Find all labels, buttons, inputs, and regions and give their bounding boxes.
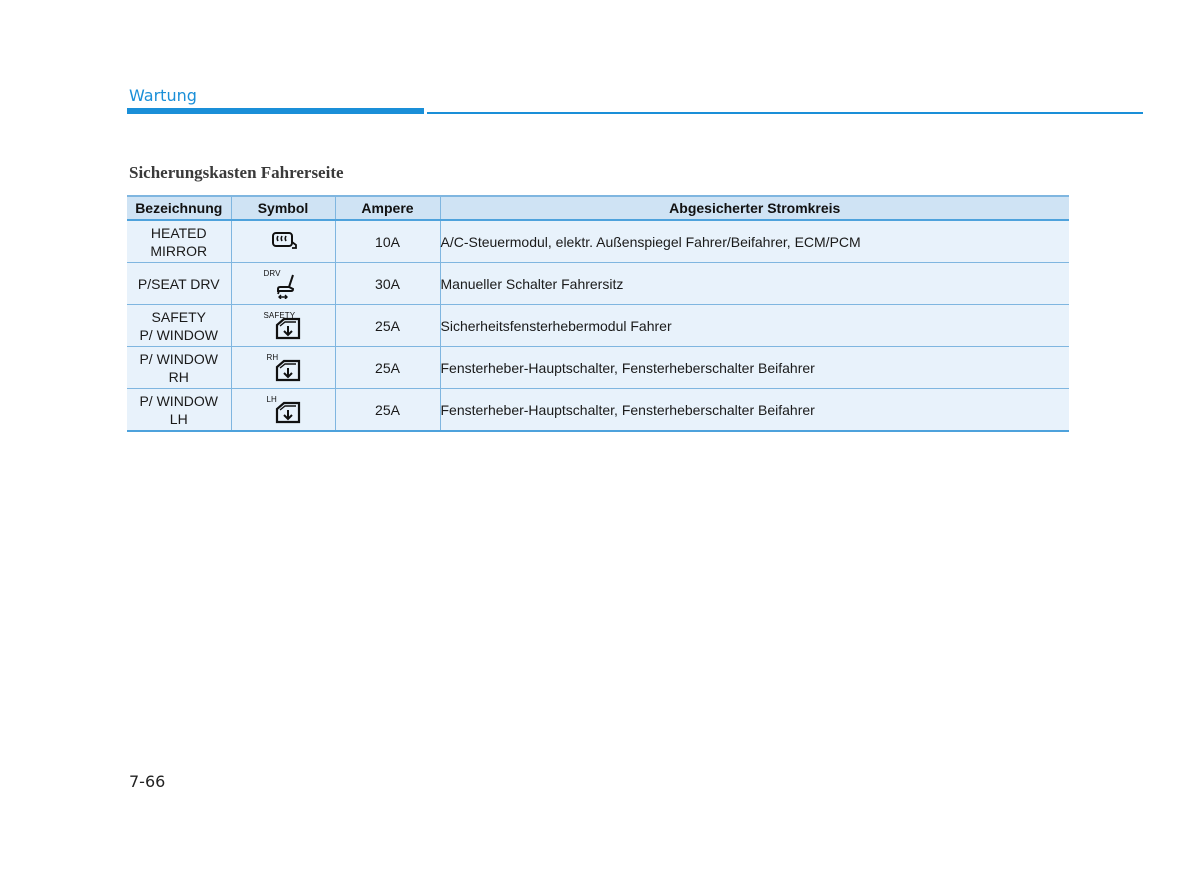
ampere-cell: 25A bbox=[334, 346, 440, 389]
fuse-name-line: MIRROR bbox=[150, 242, 208, 259]
fuse-name-cell: P/ WINDOW RH bbox=[127, 346, 231, 389]
table-header-row: Bezeichnung Symbol Ampere Abgesicherter … bbox=[127, 195, 1069, 221]
fuse-name-line: LH bbox=[169, 410, 188, 427]
circuit-cell: Fensterheber-Hauptschalter, Fensterheber… bbox=[439, 346, 1069, 389]
ampere-cell: 10A bbox=[334, 220, 440, 263]
fuse-name-cell: SAFETY P/ WINDOW bbox=[127, 304, 231, 347]
ampere-cell: 25A bbox=[334, 388, 440, 432]
circuit-cell: A/C-Steuermodul, elektr. Außenspiegel Fa… bbox=[439, 220, 1069, 263]
ampere-cell: 25A bbox=[334, 304, 440, 347]
section-label: Wartung bbox=[129, 86, 197, 105]
table-row: HEATED MIRROR 10A A/C-Steuermodul, elekt… bbox=[127, 220, 1069, 263]
symbol-cell: LH bbox=[230, 388, 335, 432]
fuse-name-line: P/SEAT DRV bbox=[137, 275, 220, 292]
ampere-cell: 30A bbox=[334, 262, 440, 305]
symbol-cell: SAFETY bbox=[230, 304, 335, 347]
symbol-label: LH bbox=[266, 395, 277, 404]
symbol-cell: DRV bbox=[230, 262, 335, 305]
column-header: Symbol bbox=[230, 195, 335, 221]
heated-mirror-icon bbox=[271, 232, 297, 249]
fuse-name-line: P/ WINDOW bbox=[139, 350, 219, 367]
fuse-name-line: P/ WINDOW bbox=[139, 326, 219, 343]
column-header: Bezeichnung bbox=[127, 195, 231, 221]
fuse-name-cell: P/SEAT DRV bbox=[127, 262, 231, 305]
symbol-label: DRV bbox=[263, 269, 281, 278]
power-seat-icon bbox=[276, 274, 294, 299]
symbol-cell: RH bbox=[230, 346, 335, 389]
table-row: P/ WINDOW LH LH 25A Fensterheber-Hauptsc… bbox=[127, 388, 1069, 432]
page-number: 7-66 bbox=[129, 772, 166, 791]
power-window-icon bbox=[275, 317, 300, 340]
power-window-icon bbox=[275, 401, 300, 424]
symbol-label: RH bbox=[266, 353, 279, 362]
power-window-icon bbox=[275, 359, 300, 382]
symbol-cell bbox=[230, 220, 335, 263]
symbol-label: SAFETY bbox=[263, 311, 296, 320]
circuit-cell: Sicherheitsfensterhebermodul Fahrer bbox=[439, 304, 1069, 347]
column-header: Ampere bbox=[334, 195, 440, 221]
table-row: P/ WINDOW RH RH 25A Fensterheber-Hauptsc… bbox=[127, 346, 1069, 389]
fuse-name-line: SAFETY bbox=[151, 308, 206, 325]
circuit-cell: Fensterheber-Hauptschalter, Fensterheber… bbox=[439, 388, 1069, 432]
fuse-name-line: HEATED bbox=[150, 224, 207, 241]
header-rule-thin bbox=[427, 112, 1143, 114]
table-row: P/SEAT DRV DRV 30A Manueller Schalter Fa… bbox=[127, 262, 1069, 305]
table-row: SAFETY P/ WINDOW SAFETY 25A Sicherheitsf… bbox=[127, 304, 1069, 347]
circuit-cell: Manueller Schalter Fahrersitz bbox=[439, 262, 1069, 305]
fuse-name-cell: HEATED MIRROR bbox=[127, 220, 231, 263]
page-title: Sicherungskasten Fahrerseite bbox=[129, 163, 344, 182]
header-rule-thick bbox=[127, 108, 424, 114]
column-header: Abgesicherter Stromkreis bbox=[439, 195, 1069, 221]
fuse-name-line: P/ WINDOW bbox=[139, 392, 219, 409]
fuse-table: Bezeichnung Symbol Ampere Abgesicherter … bbox=[127, 195, 1069, 432]
fuse-name-cell: P/ WINDOW LH bbox=[127, 388, 231, 432]
fuse-name-line: RH bbox=[168, 368, 189, 385]
